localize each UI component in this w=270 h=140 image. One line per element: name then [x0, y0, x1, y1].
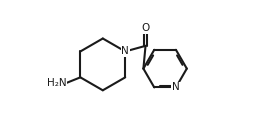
- Text: O: O: [141, 23, 150, 33]
- Text: N: N: [172, 82, 180, 92]
- Text: H₂N: H₂N: [47, 78, 66, 88]
- Text: N: N: [121, 46, 129, 56]
